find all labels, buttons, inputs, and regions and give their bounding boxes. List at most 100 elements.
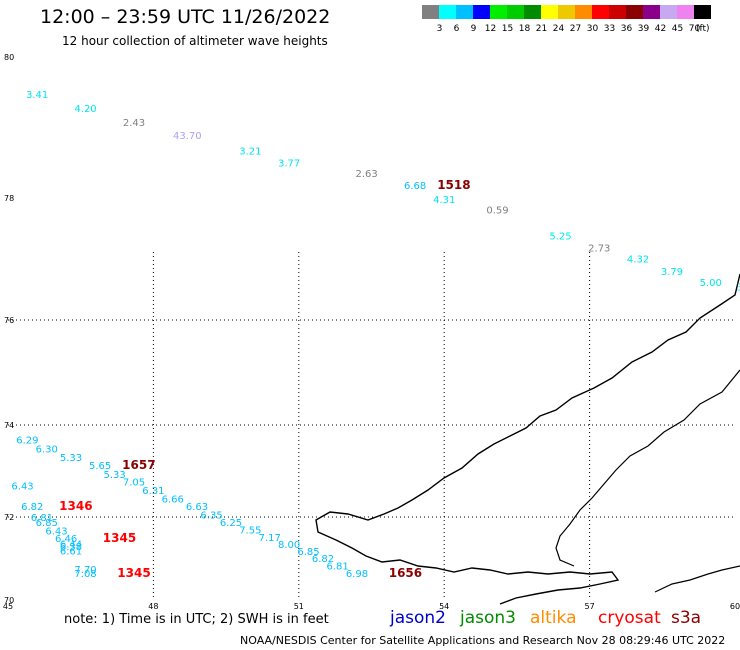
colorbar-swatch — [609, 5, 626, 19]
wave-height-label: 7.08 — [74, 569, 96, 580]
wave-height-label: 7.70 — [74, 565, 96, 576]
wave-height-label: 2.43 — [123, 118, 145, 129]
wave-height-label: 4.20 — [74, 104, 96, 115]
wave-height-label: 3.79 — [661, 267, 683, 278]
colorbar-swatch — [626, 5, 643, 19]
wave-height-label: 5.33 — [60, 453, 82, 464]
wave-height-label: 6.61 — [60, 546, 82, 557]
wave-height-label: 6.46 — [55, 534, 77, 545]
colorbar-label: 70 — [689, 24, 701, 34]
wave-height-label: 6.81 — [326, 562, 348, 573]
colorbar-swatch — [558, 5, 575, 19]
map-title: 12:00 – 23:59 UTC 11/26/2022 — [40, 6, 331, 28]
coastline — [315, 273, 740, 605]
wave-height-label: 6.25 — [220, 518, 242, 529]
observation-time-label: 1656 — [389, 566, 422, 580]
latitude-label: 76 — [4, 316, 14, 325]
longitude-label: 51 — [294, 602, 304, 610]
colorbar-label: 24 — [553, 24, 565, 34]
colorbar-label: 36 — [621, 24, 633, 34]
longitude-label: 54 — [439, 602, 449, 610]
wave-height-label: 0.59 — [486, 205, 508, 216]
colorbar-swatch — [507, 5, 524, 19]
colorbar-swatch — [592, 5, 609, 19]
wave-height-label: 6.82 — [21, 502, 43, 513]
observation-time-label: 1346 — [59, 499, 92, 513]
wave-height-label: 5.25 — [549, 231, 571, 242]
coastline — [654, 565, 740, 593]
wave-height-label: 6.63 — [186, 502, 208, 513]
latitude-label: 70 — [4, 596, 14, 605]
longitude-label: 57 — [585, 602, 595, 610]
wave-height-label: 6.68 — [404, 181, 426, 192]
colorbar-label: 9 — [471, 24, 477, 34]
observation-time-label: 1345 — [117, 566, 150, 580]
wave-height-label: 7.05 — [123, 478, 145, 489]
wave-height-label: 7.17 — [259, 533, 281, 544]
wave-height-label: 2.63 — [356, 169, 378, 180]
wave-height-label: 6.43 — [45, 526, 67, 537]
colorbar-swatch — [575, 5, 592, 19]
colorbar-label: 33 — [604, 24, 615, 34]
colorbar-label: 3 — [437, 24, 443, 34]
colorbar-label: 27 — [570, 24, 581, 34]
satellite-jason2: jason2 — [390, 608, 446, 628]
colorbar-swatch — [490, 5, 507, 19]
wave-height-label: 6.44 — [60, 539, 82, 550]
wave-height-label: 5.65 — [89, 461, 111, 472]
wave-height-label: 3 — [737, 283, 740, 294]
colorbar-label: 6 — [454, 24, 460, 34]
observation-time-label: 1657 — [122, 458, 155, 472]
wave-height-label: 6.81 — [31, 513, 53, 524]
wave-height-label: 6.85 — [36, 518, 58, 529]
wave-height-label: 3.41 — [26, 90, 48, 101]
wave-height-label: 6.29 — [16, 435, 38, 446]
colorbar-label: 15 — [502, 24, 513, 34]
colorbar-label: 21 — [536, 24, 547, 34]
satellite-cryosat: cryosat — [598, 608, 661, 628]
colorbar-swatch — [643, 5, 660, 19]
map-subtitle: 12 hour collection of altimeter wave hei… — [62, 34, 328, 48]
wave-height-label: 5.33 — [103, 470, 125, 481]
wave-height-label: 6.85 — [297, 547, 319, 558]
colorbar-label: 42 — [655, 24, 666, 34]
colorbar-label: 18 — [519, 24, 531, 34]
colorbar-swatch — [694, 5, 711, 19]
wave-height-label: 2.73 — [588, 244, 610, 255]
latitude-label: 80 — [4, 53, 14, 62]
footer-credit: NOAA/NESDIS Center for Satellite Applica… — [240, 634, 726, 647]
wave-height-label: 8.00 — [278, 540, 300, 551]
wave-height-label: 3.21 — [239, 146, 261, 157]
colorbar-label: 39 — [638, 24, 650, 34]
colorbar-swatch — [677, 5, 694, 19]
colorbar-swatch — [439, 5, 456, 19]
legend-note: note: 1) Time is in UTC; 2) SWH is in fe… — [64, 612, 329, 627]
latitude-label: 74 — [4, 421, 14, 430]
wave-height-label: 6.66 — [162, 494, 184, 505]
satellite-s3a: s3a — [671, 608, 702, 628]
wave-height-label: 6.43 — [11, 481, 33, 492]
wave-height-label: 6.82 — [312, 554, 334, 565]
colorbar-label: 30 — [587, 24, 599, 34]
coastline — [555, 369, 740, 567]
colorbar-swatch — [422, 5, 439, 19]
satellite-jason3: jason3 — [460, 608, 516, 628]
wave-height-label: 3.77 — [278, 158, 300, 169]
colorbar-label: 45 — [672, 24, 683, 34]
wave-height-label: 6.98 — [346, 569, 368, 580]
wave-height-colorbar: 3 6 9 12 15 18 21 24 27 30 33 36 39 42 45 70(ft) — [422, 5, 711, 34]
colorbar-label: 12 — [485, 24, 496, 34]
latitude-label: 72 — [4, 513, 14, 522]
wave-height-label: 6.30 — [36, 445, 58, 456]
colorbar-swatch — [524, 5, 541, 19]
wave-height-label: 4.31 — [433, 195, 455, 206]
observation-time-label: 1345 — [103, 531, 136, 545]
colorbar-swatch — [473, 5, 490, 19]
colorbar-unit: (ft) — [696, 24, 710, 34]
colorbar-swatch — [660, 5, 677, 19]
wave-height-label: 6.35 — [200, 511, 222, 522]
latitude-label: 78 — [4, 194, 14, 203]
wave-height-label: 7.55 — [239, 526, 261, 537]
longitude-label: 48 — [148, 602, 158, 610]
